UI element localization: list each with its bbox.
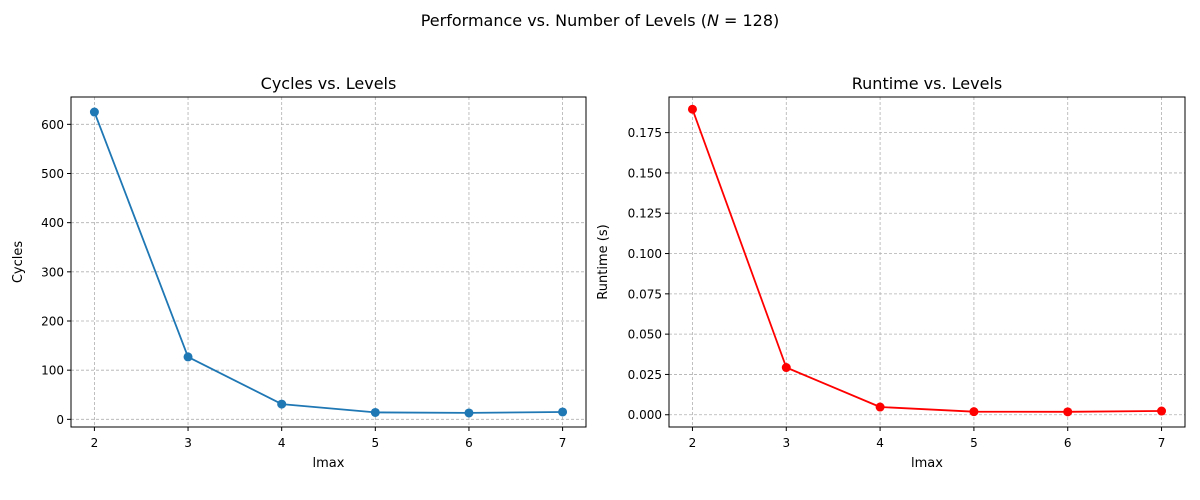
cycles-data-point (183, 352, 193, 362)
runtime-y-tick-label: 0.125 (628, 207, 662, 221)
runtime-data-point (875, 402, 885, 412)
suptitle-suffix: = 128) (719, 11, 779, 30)
runtime-y-tick-label: 0.075 (628, 287, 662, 301)
cycles-data-point (370, 407, 380, 417)
runtime-chart: 2 3 4 5 6 7 0.000 0.025 0.050 0.075 0.100 0.125 0.15… (596, 74, 1186, 471)
cycles-y-tick-label: 600 (41, 118, 64, 132)
cycles-x-tick-label: 6 (465, 436, 473, 450)
runtime-data-point (781, 363, 791, 373)
cycles-y-tick-label: 0 (56, 413, 64, 427)
cycles-y-tick-label: 400 (41, 216, 64, 230)
runtime-x-tick-label: 2 (689, 436, 697, 450)
runtime-data-point (1157, 406, 1167, 416)
cycles-series (89, 107, 568, 418)
runtime-x-tick-label: 4 (876, 436, 884, 450)
cycles-ticks: 2 3 4 5 6 7 0 100 200 300 400 500 600 (41, 118, 566, 450)
cycles-x-tick-label: 5 (371, 436, 379, 450)
runtime-x-tick-label: 6 (1064, 436, 1072, 450)
cycles-x-tick-label: 3 (184, 436, 192, 450)
cycles-data-point (277, 399, 287, 409)
runtime-series-line (691, 108, 1162, 413)
runtime-data-point (1063, 407, 1073, 417)
cycles-data-point (558, 407, 568, 417)
cycles-chart: 2 3 4 5 6 7 0 100 200 300 400 500 600 Cycles vs. Lev… (11, 74, 587, 471)
runtime-y-tick-label: 0.000 (628, 408, 662, 422)
suptitle-prefix: Performance vs. Number of Levels ( (421, 11, 707, 30)
cycles-plot-frame (70, 96, 587, 428)
runtime-y-axis-label: Runtime (s) (596, 224, 611, 299)
cycles-y-axis-label: Cycles (11, 241, 26, 284)
cycles-x-tick-label: 2 (91, 436, 99, 450)
cycles-y-tick-label: 200 (41, 314, 64, 328)
cycles-y-tick-label: 100 (41, 364, 64, 378)
runtime-series (687, 104, 1167, 417)
cycles-y-tick-label: 500 (41, 167, 64, 181)
runtime-y-tick-label: 0.050 (628, 328, 662, 342)
cycles-series-line (93, 111, 563, 414)
runtime-x-axis-label: lmax (911, 456, 943, 471)
cycles-x-tick-label: 7 (559, 436, 567, 450)
runtime-data-point (969, 407, 979, 417)
cycles-y-tick-label: 300 (41, 265, 64, 279)
figure-suptitle: Performance vs. Number of Levels (N = 12… (421, 11, 780, 30)
runtime-y-tick-label: 0.175 (628, 126, 662, 140)
runtime-y-tick-label: 0.100 (628, 247, 662, 261)
runtime-x-tick-label: 3 (782, 436, 790, 450)
runtime-y-tick-label: 0.150 (628, 166, 662, 180)
runtime-chart-title: Runtime vs. Levels (852, 74, 1002, 93)
suptitle-variable: N (707, 11, 719, 30)
runtime-plot-frame (668, 96, 1186, 428)
cycles-data-point (89, 107, 99, 117)
runtime-x-tick-label: 5 (970, 436, 978, 450)
runtime-y-tick-label: 0.025 (628, 368, 662, 382)
cycles-grid (71, 97, 586, 427)
runtime-x-tick-label: 7 (1158, 436, 1166, 450)
cycles-x-tick-label: 4 (278, 436, 286, 450)
runtime-grid (669, 97, 1185, 427)
cycles-data-point (464, 408, 474, 418)
cycles-x-axis-label: lmax (313, 456, 345, 471)
runtime-data-point (687, 104, 697, 114)
cycles-chart-title: Cycles vs. Levels (261, 74, 397, 93)
runtime-ticks: 2 3 4 5 6 7 0.000 0.025 0.050 0.075 0.100 0.125 0.15… (628, 126, 1166, 450)
